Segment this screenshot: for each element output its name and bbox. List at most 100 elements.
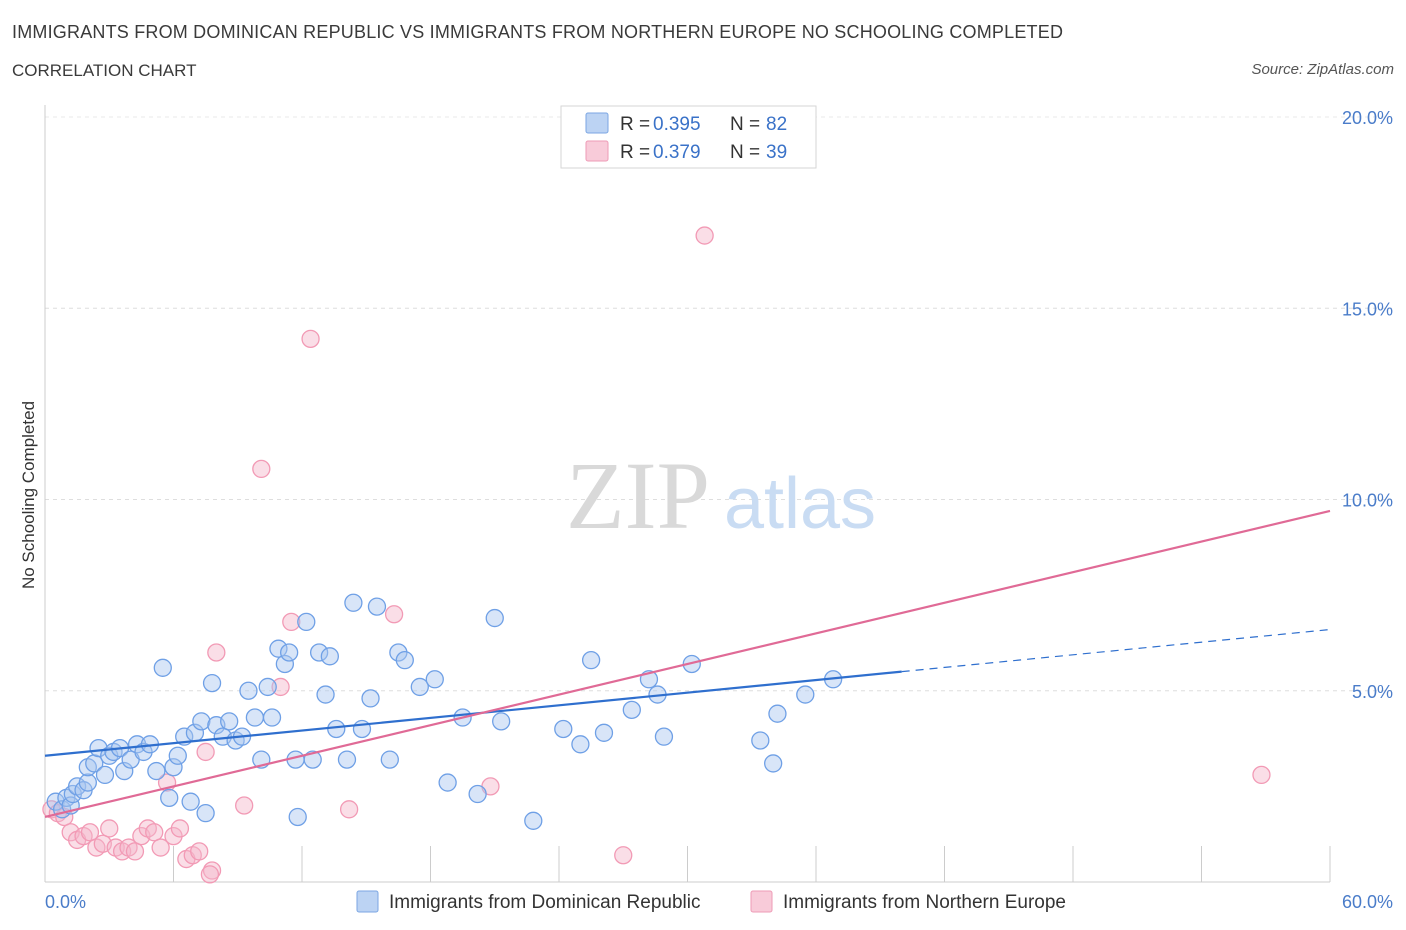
axes bbox=[44, 105, 1331, 883]
point-dominican bbox=[380, 750, 399, 769]
legend-n-value-2: 39 bbox=[766, 142, 787, 163]
point-dominican bbox=[160, 788, 179, 807]
legend-r-label-1: R = bbox=[620, 114, 650, 135]
y-tick-label: 15.0% bbox=[1342, 299, 1393, 319]
point-dominican bbox=[337, 750, 357, 769]
point-dominican bbox=[239, 681, 258, 700]
point-dominican bbox=[468, 784, 487, 804]
point-dominican bbox=[395, 651, 414, 670]
chart-subtitle: CORRELATION CHART bbox=[12, 61, 197, 80]
y-axis-label: No Schooling Completed bbox=[19, 401, 38, 589]
legend-swatch-northern-europe bbox=[585, 140, 609, 162]
point-dominican bbox=[796, 685, 815, 704]
bottom-legend-swatch-dominican bbox=[356, 890, 379, 913]
point-dominican bbox=[554, 719, 573, 739]
point-dominican bbox=[196, 804, 215, 823]
point-dominican bbox=[764, 754, 783, 773]
point-northern-europe bbox=[170, 819, 190, 838]
point-dominican bbox=[425, 670, 444, 689]
point-northern-europe bbox=[301, 329, 320, 349]
point-dominican bbox=[327, 719, 346, 739]
point-dominican bbox=[492, 712, 511, 731]
x-tick-label: 60.0% bbox=[1342, 892, 1393, 912]
point-dominican bbox=[622, 700, 641, 720]
point-dominican bbox=[168, 746, 187, 765]
point-northern-europe bbox=[384, 605, 404, 624]
point-northern-europe bbox=[145, 823, 164, 842]
point-dominican bbox=[258, 677, 277, 697]
watermark: ZIP atlas bbox=[566, 442, 876, 549]
point-northern-europe bbox=[200, 865, 220, 884]
point-dominican bbox=[581, 651, 601, 670]
point-northern-europe bbox=[282, 612, 301, 632]
point-northern-europe bbox=[207, 643, 226, 662]
trend-line-northern-europe bbox=[44, 509, 1331, 819]
grid-lines bbox=[45, 116, 1392, 692]
point-dominican bbox=[275, 654, 295, 674]
point-dominican bbox=[115, 761, 134, 781]
legend-r-label-2: R = bbox=[620, 142, 650, 163]
tick-labels: 5.0% 10.0% 15.0% 20.0% 0.0% 60.0% bbox=[45, 108, 1393, 912]
point-dominican bbox=[202, 673, 222, 693]
point-northern-europe bbox=[190, 842, 209, 861]
chart-title: IMMIGRANTS FROM DOMINICAN REPUBLIC VS IM… bbox=[12, 22, 1064, 42]
trend-line-dominican-extension bbox=[901, 628, 1331, 673]
watermark-atlas: atlas bbox=[724, 464, 876, 544]
point-dominican bbox=[768, 704, 787, 723]
point-northern-europe bbox=[235, 796, 254, 815]
legend: R = 0.395 N = 82 R = 0.379 N = 39 bbox=[560, 105, 817, 169]
point-northern-europe bbox=[196, 742, 215, 762]
point-northern-europe bbox=[252, 459, 271, 479]
point-northern-europe bbox=[125, 842, 145, 861]
point-northern-europe bbox=[1252, 765, 1271, 785]
bottom-legend-label-dominican: Immigrants from Dominican Republic bbox=[389, 892, 701, 913]
point-northern-europe bbox=[271, 677, 290, 697]
point-northern-europe bbox=[80, 823, 100, 842]
point-dominican bbox=[594, 723, 614, 742]
point-dominican bbox=[181, 792, 200, 811]
legend-r-value-1: 0.395 bbox=[653, 114, 701, 135]
y-tick-label: 5.0% bbox=[1352, 682, 1393, 702]
point-dominican bbox=[410, 677, 429, 697]
legend-n-value-1: 82 bbox=[766, 114, 787, 135]
legend-swatch-dominican bbox=[585, 112, 609, 134]
x-tick-label: 0.0% bbox=[45, 892, 86, 912]
point-dominican bbox=[297, 612, 316, 632]
point-dominican bbox=[245, 708, 265, 727]
point-dominican bbox=[361, 689, 380, 708]
bottom-legend-label-northern-europe: Immigrants from Northern Europe bbox=[783, 892, 1066, 913]
point-dominican bbox=[320, 647, 339, 666]
y-tick-label: 10.0% bbox=[1342, 491, 1393, 511]
legend-n-label-1: N = bbox=[730, 114, 760, 135]
point-dominican bbox=[279, 643, 299, 662]
point-dominican bbox=[654, 727, 674, 746]
point-dominican bbox=[153, 658, 172, 677]
source-label: Source: ZipAtlas.com bbox=[1251, 61, 1394, 78]
point-dominican bbox=[220, 712, 239, 731]
bottom-legend-swatch-northern-europe bbox=[750, 890, 773, 913]
data-points bbox=[42, 226, 1271, 884]
point-dominican bbox=[147, 761, 166, 781]
trend-line-dominican bbox=[44, 670, 902, 757]
y-tick-label: 20.0% bbox=[1342, 108, 1393, 128]
point-dominican bbox=[164, 758, 183, 777]
point-dominican bbox=[192, 712, 211, 731]
point-dominican bbox=[438, 773, 457, 792]
point-northern-europe bbox=[695, 226, 714, 245]
point-dominican bbox=[95, 765, 115, 785]
point-dominican bbox=[524, 811, 543, 830]
legend-r-value-2: 0.379 bbox=[653, 142, 701, 163]
point-northern-europe bbox=[151, 838, 170, 857]
point-dominican bbox=[344, 593, 363, 612]
trend-lines bbox=[44, 509, 1331, 819]
bottom-legend: Immigrants from Dominican Republic Immig… bbox=[356, 890, 1066, 913]
point-dominican bbox=[269, 639, 288, 658]
point-northern-europe bbox=[100, 819, 119, 838]
point-northern-europe bbox=[339, 800, 359, 819]
legend-n-label-2: N = bbox=[730, 142, 760, 163]
point-dominican bbox=[262, 708, 282, 727]
point-dominican bbox=[288, 807, 307, 827]
point-dominican bbox=[751, 731, 770, 750]
point-dominican bbox=[316, 685, 335, 704]
